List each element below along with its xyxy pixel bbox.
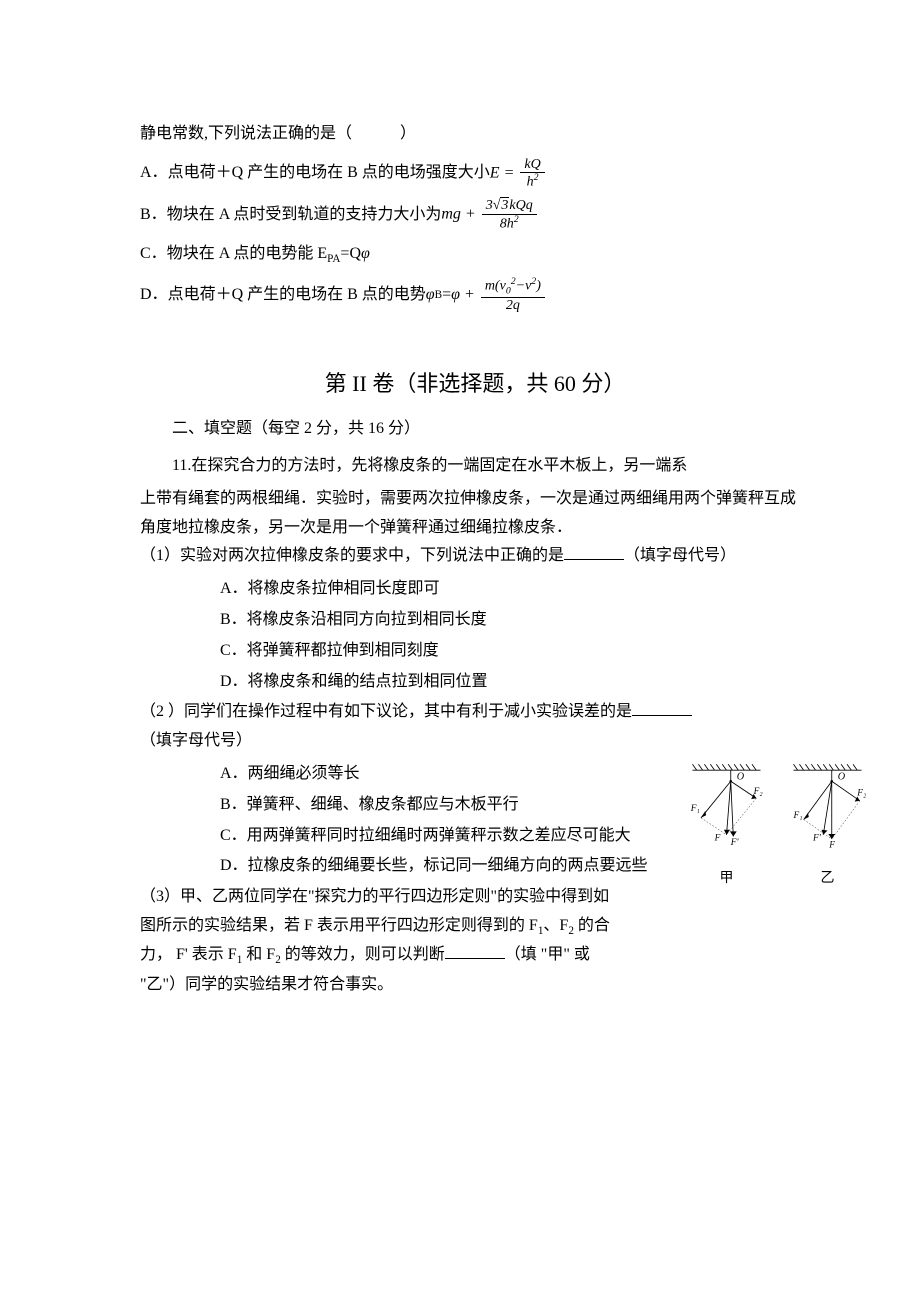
num-close: ) [536, 279, 541, 294]
label-f-yi: F [828, 841, 835, 851]
frac-num-d: m(v02−v2) [481, 277, 545, 298]
option-d-formula: φ [426, 281, 435, 310]
fraction-d: m(v02−v2)2q [481, 277, 545, 314]
q11-p1-opt-d: D．将橡皮条和绳的结点拉到相同位置 [220, 668, 810, 697]
part2-text-b: （填字母代号） [140, 732, 252, 749]
diagram-yi-label: 乙 [785, 866, 870, 891]
label-f1-yi: F₁ [793, 811, 803, 821]
option-a-text: 点电荷＋Q 产生的电场在 B 点的电场强度大小 [168, 159, 490, 188]
p3-line2c: 的合 [574, 917, 610, 934]
num-m: m(v [485, 279, 506, 294]
num-minus: −v [516, 279, 532, 294]
p3-line1: （3）甲、乙两位同学在"探究力的平行四边形定则"的实验中得到如 [140, 888, 609, 905]
p3-line3d: （填 "甲" 或 [505, 946, 590, 963]
q11-intro-2: 上带有绳套的两根细绳．实验时，需要两次拉伸橡皮条，一次是通过两细绳用两个弹簧秤互… [140, 485, 810, 543]
formula-lhs-b: mg + [441, 206, 479, 223]
d-sub-b: B [435, 285, 442, 305]
section-2-title: 第 II 卷（非选择题，共 60 分） [140, 364, 810, 404]
c-text2: =Q [340, 245, 361, 262]
label-o-yi: O [838, 772, 846, 783]
option-b-text: 物块在 A 点时受到轨道的支持力大小为 [167, 201, 442, 230]
option-c-label: C． [140, 240, 167, 269]
label-f1-jia: F₁ [690, 804, 700, 814]
num-coef: 3 [486, 198, 493, 213]
option-b-formula: mg + 3√3kQq8h2 [441, 198, 538, 231]
d-phi-b: φ [426, 286, 435, 303]
q10-option-c: C． 物块在 A 点的电势能 EPA=Qφ [140, 240, 810, 269]
frac-den-d: 2q [502, 298, 524, 313]
p3-line4: "乙"）同学的实验结果才符合事实。 [140, 976, 393, 993]
frac-den-b: 8h2 [496, 215, 523, 232]
den-coef: 8 [500, 216, 507, 231]
p3-line3b: 和 F [242, 946, 275, 963]
option-a-formula: E = kQh2 [490, 157, 547, 190]
option-d-text: 点电荷＋Q 产生的电场在 B 点的电势 [168, 281, 426, 310]
p3-line3c: 的等效力，则可以判断 [281, 946, 445, 963]
num-sub0: 0 [506, 285, 511, 296]
part1-text-a: （1）实验对两次拉伸橡皮条的要求中，下列说法中正确的是 [140, 547, 564, 564]
den-exp: 2 [534, 172, 539, 183]
blank-2[interactable] [632, 700, 692, 716]
q11-p1-opt-a: A．将橡皮条拉伸相同长度即可 [220, 575, 810, 604]
q11-p1-opt-c: C．将弹簧秤都拉伸到相同刻度 [220, 637, 810, 666]
label-f2-jia: F₂ [753, 787, 764, 797]
label-fp-jia: F' [730, 838, 740, 848]
frac-num-b: 3√3kQq [482, 198, 537, 214]
den-exp-b: 2 [514, 214, 519, 225]
d-rhs: φ + m(v02−v2)2q [451, 277, 547, 314]
diagram-jia-svg: O F₁ F₂ F F' [684, 760, 769, 854]
diagram-jia: O F₁ F₂ F F' [684, 760, 769, 891]
c-phi: φ [361, 245, 370, 262]
frac-den: h2 [523, 173, 543, 190]
c-text1: 物块在 A 点的电势能 E [167, 245, 327, 262]
p3-line2b: 、F [543, 917, 568, 934]
den-var-b: h [507, 216, 514, 231]
diagram-jia-label: 甲 [684, 866, 769, 891]
q10-option-a: A． 点电荷＋Q 产生的电场在 B 点的电场强度大小 E = kQh2 [140, 157, 810, 190]
q10-continuation: 静电常数,下列说法正确的是（ ） [140, 120, 810, 149]
label-o-jia: O [737, 772, 745, 783]
formula-lhs: E = [490, 164, 519, 181]
part1-text-b: （填字母代号） [624, 547, 736, 564]
d-eq: = [442, 281, 451, 310]
c-sub: PA [327, 253, 340, 265]
q10-option-d: D． 点电荷＋Q 产生的电场在 B 点的电势 φB= φ + m(v02−v2)… [140, 277, 810, 314]
part2-with-diagram: A．两细绳必须等长 B．弹簧秤、细绳、橡皮条都应与木板平行 C．用两弹簧秤同时拉… [140, 760, 810, 999]
q11-p1-opt-b: B．将橡皮条沿相同方向拉到相同长度 [220, 606, 810, 635]
d-phi: φ [451, 286, 460, 303]
part2-text-a: （2 ）同学们在操作过程中有如下议论，其中有利于减小实验误差的是 [140, 703, 632, 720]
label-fp-yi: F' [812, 834, 822, 844]
p3-line2: 图所示的实验结果，若 F 表示用平行四边形定则得到的 F [140, 917, 538, 934]
option-c-text: 物块在 A 点的电势能 EPA=Qφ [167, 240, 370, 269]
fraction-a: kQh2 [520, 157, 544, 190]
p3-line3a: 力， F' 表示 F [140, 946, 237, 963]
q11-part3: （3）甲、乙两位同学在"探究力的平行四边形定则"的实验中得到如 图所示的实验结果… [140, 883, 810, 999]
subsection-2: 二、填空题（每空 2 分，共 16 分） [140, 415, 810, 444]
option-d-label: D． [140, 281, 168, 310]
diagram-yi-svg: O F₁ F₂ F' F [785, 760, 870, 854]
label-f-jia: F [714, 834, 721, 844]
label-f2-yi: F₂ [856, 789, 867, 799]
num-rest: kQq [509, 198, 532, 213]
option-a-label: A． [140, 159, 168, 188]
q11-intro-1: 11.在探究合力的方法时，先将橡皮条的一端固定在水平木板上，另一端系 [140, 452, 810, 481]
q11-part1: （1）实验对两次拉伸橡皮条的要求中，下列说法中正确的是 （填字母代号） [140, 542, 810, 571]
d-plus: + [460, 286, 479, 303]
diagram-yi: O F₁ F₂ F' F [785, 760, 870, 891]
q11-part2: （2 ）同学们在操作过程中有如下议论，其中有利于减小实验误差的是 （填字母代号） [140, 698, 810, 756]
blank-3[interactable] [445, 943, 505, 959]
frac-num: kQ [520, 157, 544, 173]
option-b-label: B． [140, 201, 167, 230]
q10-option-b: B． 物块在 A 点时受到轨道的支持力大小为 mg + 3√3kQq8h2 [140, 198, 810, 231]
diagram-container: O F₁ F₂ F F' [684, 760, 870, 891]
den-var: h [527, 175, 534, 190]
blank-1[interactable] [564, 544, 624, 560]
fraction-b: 3√3kQq8h2 [482, 198, 537, 231]
